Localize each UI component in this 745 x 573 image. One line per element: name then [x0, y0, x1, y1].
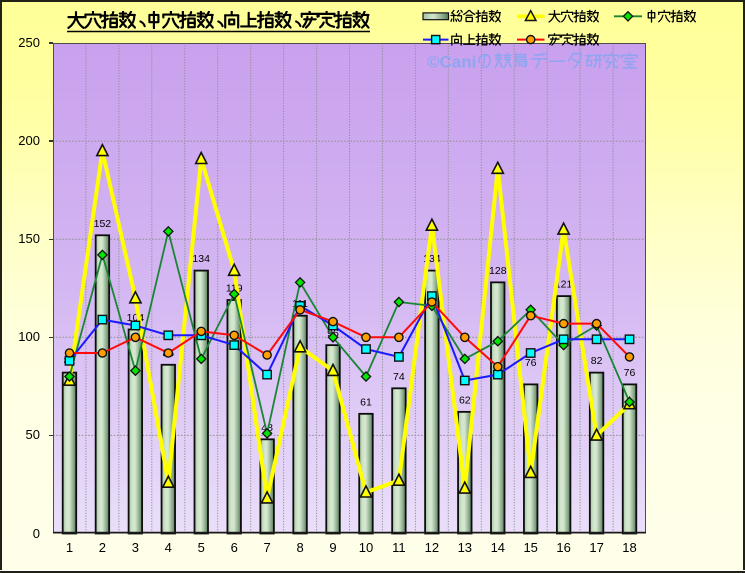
svg-text:76: 76	[525, 357, 537, 369]
svg-text:134: 134	[192, 253, 210, 265]
svg-text:121: 121	[555, 279, 573, 291]
svg-text:128: 128	[489, 265, 507, 277]
svg-text:82: 82	[591, 355, 603, 367]
svg-text:62: 62	[459, 394, 471, 406]
svg-text:48: 48	[261, 422, 273, 434]
svg-text:74: 74	[393, 371, 405, 383]
svg-text:152: 152	[94, 218, 112, 230]
svg-text:76: 76	[624, 367, 636, 379]
svg-text:©Cani: ©Cani	[427, 53, 476, 72]
svg-text:61: 61	[360, 396, 372, 408]
